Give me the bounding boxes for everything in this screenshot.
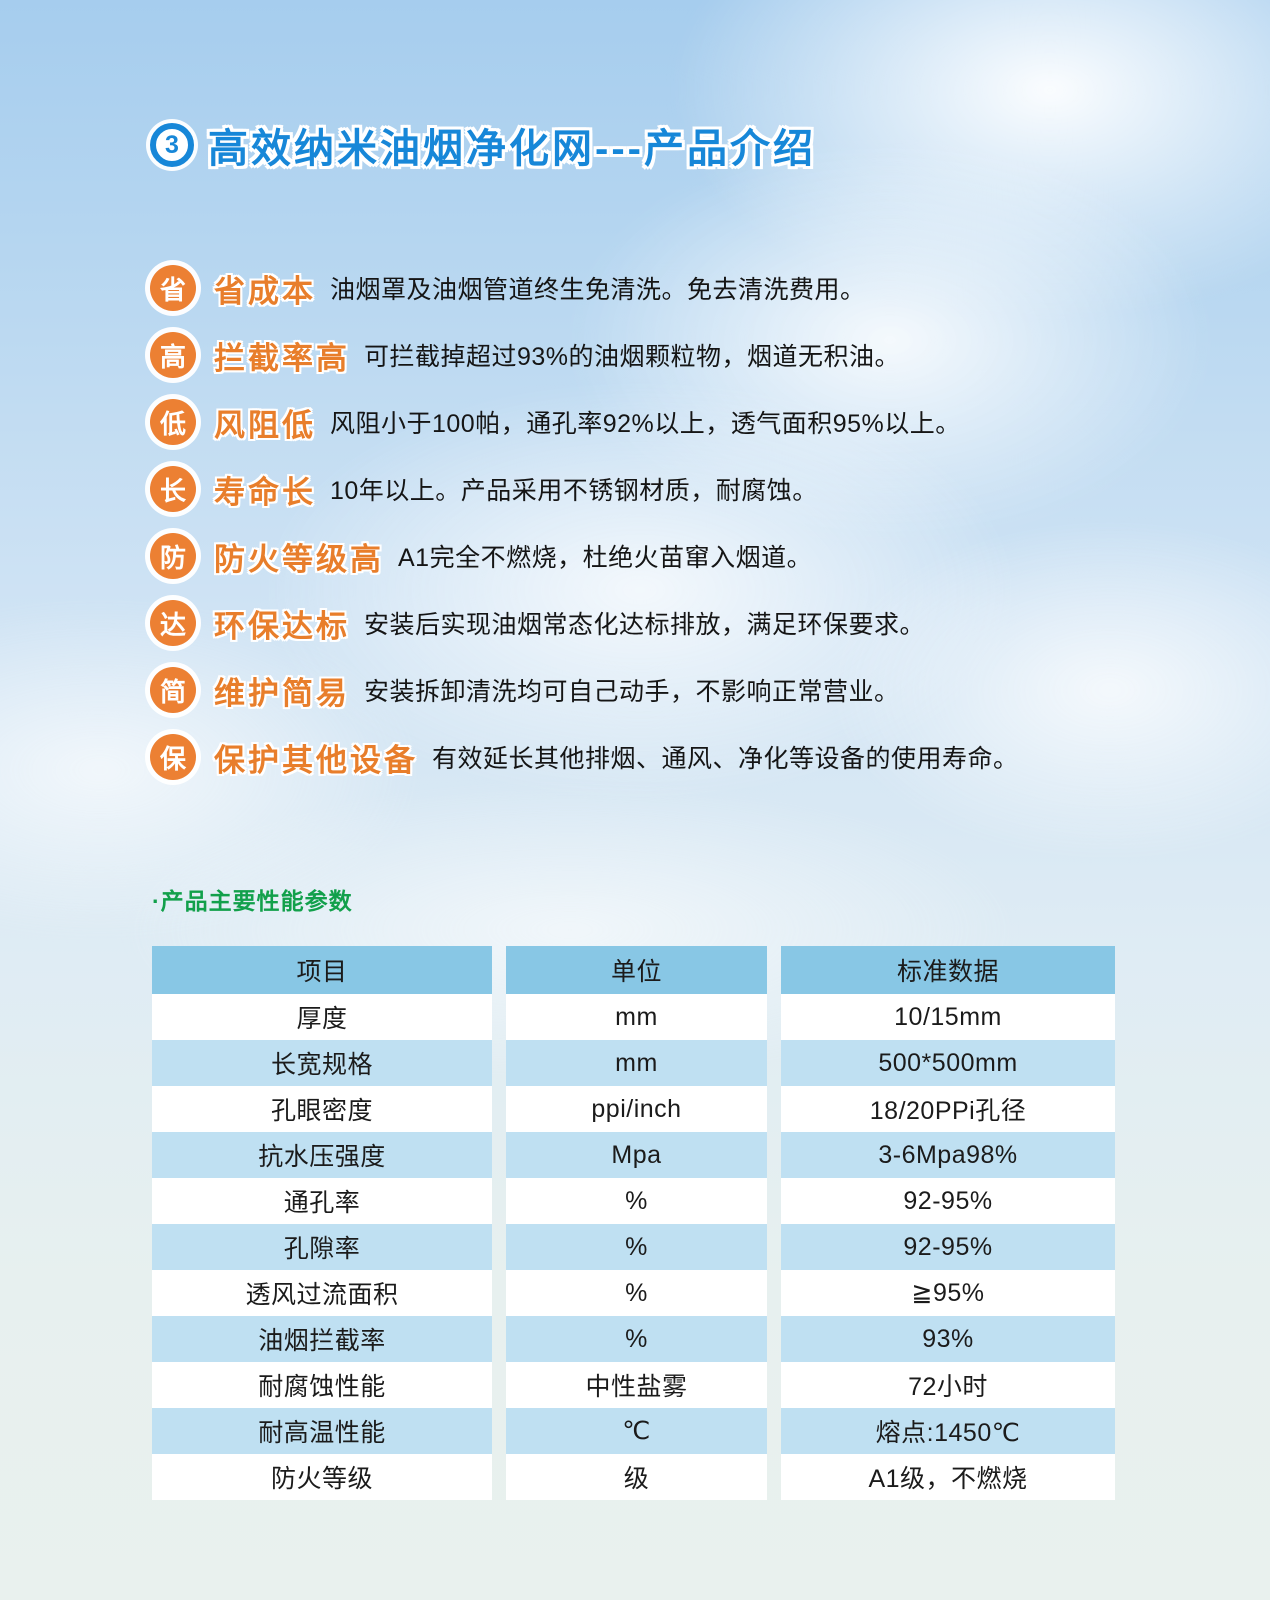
table-cell: 熔点:1450℃: [781, 1408, 1115, 1454]
feature-title: 维护简易: [214, 675, 350, 711]
table-cell: ℃: [506, 1408, 767, 1454]
section-number-badge: 3: [150, 123, 194, 167]
table-cell: 耐高温性能: [152, 1408, 492, 1454]
table-cell: 防火等级: [152, 1454, 492, 1500]
table-cell: 500*500mm: [781, 1040, 1115, 1086]
table-cell: 通孔率: [152, 1178, 492, 1224]
table-cell: 93%: [781, 1316, 1115, 1362]
table-cell: 中性盐雾: [506, 1362, 767, 1408]
parameters-caption: ·产品主要性能参数: [152, 888, 353, 914]
feature-desc: 安装拆卸清洗均可自己动手，不影响正常营业。: [364, 678, 900, 706]
feature-row: 低 风阻低 风阻小于100帕，通孔率92%以上，透气面积95%以上。: [150, 399, 1200, 445]
feature-title: 防火等级高: [214, 541, 384, 577]
table-cell: 耐腐蚀性能: [152, 1362, 492, 1408]
table-header-cell: 项目: [152, 946, 492, 994]
table-cell: mm: [506, 994, 767, 1040]
feature-title: 寿命长: [214, 474, 316, 510]
feature-badge: 防: [150, 533, 196, 579]
feature-desc: 可拦截掉超过93%的油烟颗粒物，烟道无积油。: [364, 343, 901, 371]
parameters-table: 项目 单位 标准数据 厚度 mm 10/15mm 长宽规格 mm 500*500…: [152, 946, 1115, 1500]
feature-desc: 安装后实现油烟常态化达标排放，满足环保要求。: [364, 611, 926, 639]
page-title: 高效纳米油烟净化网---产品介绍: [208, 127, 816, 171]
table-cell: %: [506, 1316, 767, 1362]
table-cell: Mpa: [506, 1132, 767, 1178]
table-cell: 3-6Mpa98%: [781, 1132, 1115, 1178]
table-cell: 厚度: [152, 994, 492, 1040]
feature-title: 省成本: [214, 273, 316, 309]
feature-badge: 高: [150, 332, 196, 378]
feature-title: 风阻低: [214, 407, 316, 443]
feature-title: 拦截率高: [214, 340, 350, 376]
feature-title: 环保达标: [214, 608, 350, 644]
feature-list: 省 省成本 油烟罩及油烟管道终生免清洗。免去清洗费用。 高 拦截率高 可拦截掉超…: [150, 265, 1200, 801]
feature-row: 高 拦截率高 可拦截掉超过93%的油烟颗粒物，烟道无积油。: [150, 332, 1200, 378]
feature-desc: 10年以上。产品采用不锈钢材质，耐腐蚀。: [330, 477, 818, 505]
feature-desc: A1完全不燃烧，杜绝火苗窜入烟道。: [398, 544, 813, 572]
feature-row: 达 环保达标 安装后实现油烟常态化达标排放，满足环保要求。: [150, 600, 1200, 646]
table-cell: 孔隙率: [152, 1224, 492, 1270]
feature-row: 长 寿命长 10年以上。产品采用不锈钢材质，耐腐蚀。: [150, 466, 1200, 512]
feature-row: 省 省成本 油烟罩及油烟管道终生免清洗。免去清洗费用。: [150, 265, 1200, 311]
feature-desc: 有效延长其他排烟、通风、净化等设备的使用寿命。: [432, 745, 1019, 773]
table-cell: 透风过流面积: [152, 1270, 492, 1316]
table-cell: mm: [506, 1040, 767, 1086]
page-header: 3 高效纳米油烟净化网---产品介绍: [150, 116, 816, 174]
table-cell: 长宽规格: [152, 1040, 492, 1086]
feature-badge: 达: [150, 600, 196, 646]
table-cell: 级: [506, 1454, 767, 1500]
feature-badge: 保: [150, 734, 196, 780]
feature-row: 保 保护其他设备 有效延长其他排烟、通风、净化等设备的使用寿命。: [150, 734, 1200, 780]
parameters-section: ·产品主要性能参数 项目 单位 标准数据 厚度 mm 10/15mm 长宽规格 …: [152, 882, 1115, 1500]
table-cell: 92-95%: [781, 1224, 1115, 1270]
table-cell: 10/15mm: [781, 994, 1115, 1040]
feature-badge: 长: [150, 466, 196, 512]
feature-desc: 油烟罩及油烟管道终生免清洗。免去清洗费用。: [330, 276, 866, 304]
feature-badge: 省: [150, 265, 196, 311]
table-cell: 孔眼密度: [152, 1086, 492, 1132]
table-cell: 18/20PPi孔径: [781, 1086, 1115, 1132]
feature-badge: 简: [150, 667, 196, 713]
feature-row: 防 防火等级高 A1完全不燃烧，杜绝火苗窜入烟道。: [150, 533, 1200, 579]
table-cell: ≧95%: [781, 1270, 1115, 1316]
table-cell: %: [506, 1270, 767, 1316]
table-header-cell: 标准数据: [781, 946, 1115, 994]
table-cell: ppi/inch: [506, 1086, 767, 1132]
table-cell: 油烟拦截率: [152, 1316, 492, 1362]
table-cell: %: [506, 1224, 767, 1270]
table-cell: 72小时: [781, 1362, 1115, 1408]
table-cell: 92-95%: [781, 1178, 1115, 1224]
table-cell: 抗水压强度: [152, 1132, 492, 1178]
feature-badge: 低: [150, 399, 196, 445]
table-cell: A1级，不燃烧: [781, 1454, 1115, 1500]
feature-title: 保护其他设备: [214, 742, 418, 778]
feature-desc: 风阻小于100帕，通孔率92%以上，透气面积95%以上。: [330, 410, 961, 438]
table-header-cell: 单位: [506, 946, 767, 994]
table-cell: %: [506, 1178, 767, 1224]
feature-row: 简 维护简易 安装拆卸清洗均可自己动手，不影响正常营业。: [150, 667, 1200, 713]
